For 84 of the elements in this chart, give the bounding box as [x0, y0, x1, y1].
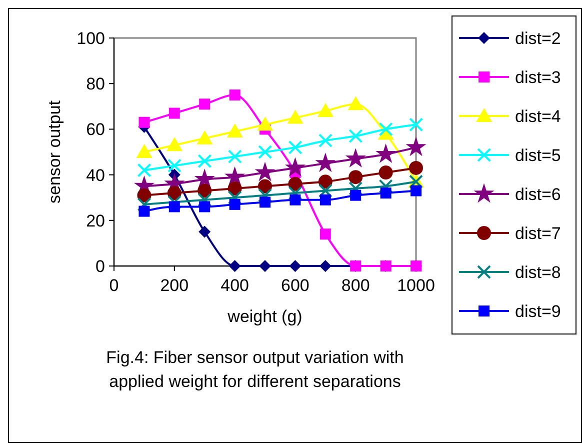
point — [254, 162, 276, 182]
legend-label: dist=4 — [515, 106, 561, 126]
point — [199, 98, 210, 110]
point — [258, 188, 272, 202]
x-axis-title: weight (g) — [226, 307, 302, 326]
point — [199, 201, 210, 212]
x-tick-label: 400 — [220, 276, 249, 295]
point — [320, 194, 331, 206]
point — [288, 140, 302, 154]
point — [406, 136, 426, 156]
x-tick-label: 1000 — [397, 276, 435, 295]
legend-label: dist=2 — [515, 28, 561, 48]
y-tick-label: 0 — [96, 256, 105, 276]
point — [167, 186, 182, 200]
y-tick-label: 20 — [86, 211, 105, 230]
point — [348, 129, 363, 144]
point — [348, 96, 364, 110]
point — [136, 144, 152, 158]
legend-label: dist=8 — [515, 262, 561, 282]
x-tick-label: 200 — [160, 276, 189, 295]
point — [378, 122, 393, 136]
point — [137, 197, 152, 212]
caption: Fig.4: Fiber sensor output variation with — [106, 348, 404, 367]
point — [194, 168, 215, 188]
point — [198, 154, 212, 168]
y-tick-label: 40 — [86, 166, 105, 185]
point — [409, 160, 423, 175]
point — [288, 186, 302, 200]
point — [257, 116, 273, 131]
point — [168, 108, 180, 119]
text: applied weight for different separations — [109, 372, 401, 391]
point — [348, 170, 363, 184]
legend-label: dist=3 — [515, 68, 561, 87]
y-axis-title: sensor output — [45, 100, 64, 204]
legend-label: dist=5 — [515, 146, 561, 165]
point — [229, 198, 240, 210]
point — [228, 150, 242, 164]
point — [167, 158, 182, 173]
point — [318, 184, 332, 198]
point — [345, 148, 366, 168]
legend-label: dist=7 — [515, 224, 561, 243]
point — [318, 174, 332, 189]
x-tick-label: 800 — [341, 276, 370, 295]
point — [228, 260, 241, 272]
point — [284, 157, 306, 177]
point — [198, 192, 212, 207]
point — [318, 134, 332, 148]
legend-label: dist=6 — [515, 184, 561, 204]
point — [137, 163, 152, 178]
point — [410, 185, 422, 196]
point — [290, 194, 301, 206]
point — [320, 228, 331, 240]
y-tick-label: 60 — [86, 120, 105, 140]
point — [258, 179, 272, 194]
point — [315, 152, 336, 172]
point — [259, 260, 271, 272]
point — [196, 130, 213, 144]
point — [226, 123, 243, 138]
point — [409, 118, 423, 132]
point — [166, 137, 182, 152]
point — [168, 201, 180, 212]
point — [228, 190, 242, 205]
point — [167, 195, 182, 210]
point — [138, 116, 150, 128]
point — [289, 260, 302, 272]
point — [260, 196, 270, 208]
point — [138, 206, 150, 217]
point — [317, 102, 334, 117]
point — [258, 145, 272, 159]
point — [378, 166, 393, 180]
point — [378, 179, 393, 194]
x-tick-label: 600 — [281, 276, 310, 295]
x-tick-label: 0 — [109, 276, 119, 295]
point — [229, 90, 240, 100]
point — [348, 181, 363, 196]
point — [319, 260, 332, 272]
point — [380, 188, 392, 199]
point — [376, 144, 396, 163]
point — [350, 190, 362, 201]
point — [198, 226, 211, 238]
legend-label: dist=9 — [515, 302, 561, 321]
y-tick-label: 100 — [76, 28, 105, 48]
y-tick-label: 80 — [86, 74, 105, 94]
point — [287, 110, 304, 124]
